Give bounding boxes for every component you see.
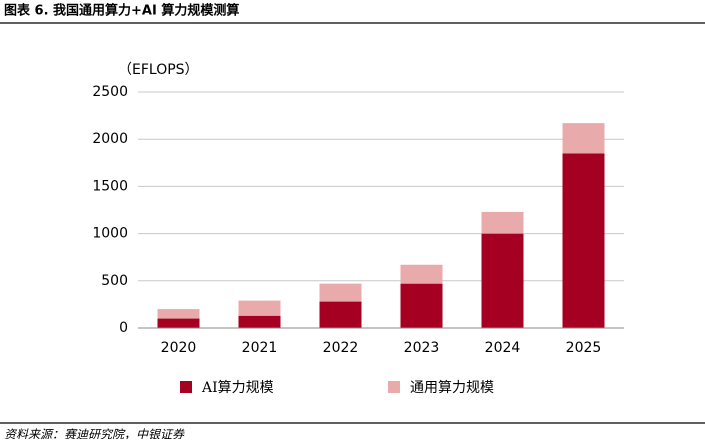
bar-segment (157, 318, 200, 328)
bar-segment (562, 123, 605, 154)
bar-segment (481, 233, 524, 328)
x-tick-label: 2021 (242, 340, 278, 356)
y-tick-label: 500 (101, 273, 128, 289)
x-tick-label: 2024 (485, 340, 521, 356)
x-tick-label: 2020 (161, 340, 197, 356)
legend-swatch (388, 381, 400, 393)
y-tick-label: 0 (119, 320, 128, 336)
bar-segment (562, 153, 605, 328)
bar-segment (319, 301, 362, 328)
bar-segment (400, 264, 443, 284)
bar-segment (400, 283, 443, 328)
y-tick-label: 2500 (92, 84, 128, 100)
y-tick-label: 2000 (92, 131, 128, 147)
legend-label: AI算力规模 (201, 380, 274, 396)
chart-title: 图表 6. 我国通用算力+AI 算力规模测算 (4, 3, 239, 19)
y-tick-label: 1000 (92, 226, 128, 242)
legend-label: 通用算力规模 (410, 380, 494, 396)
bar-segment (238, 300, 281, 316)
bar-segment (319, 283, 362, 302)
legend-swatch (180, 381, 192, 393)
x-tick-label: 2025 (566, 340, 602, 356)
y-tick-label: 1500 (92, 178, 128, 194)
source: 资料来源：赛迪研究院，中银证券 (4, 428, 185, 440)
x-tick-label: 2022 (323, 340, 359, 356)
bar-segment (238, 315, 281, 328)
x-tick-label: 2023 (404, 340, 440, 356)
bar-segment (157, 309, 200, 319)
bar-segment (481, 211, 524, 234)
y-axis-label: （EFLOPS） (118, 62, 199, 78)
